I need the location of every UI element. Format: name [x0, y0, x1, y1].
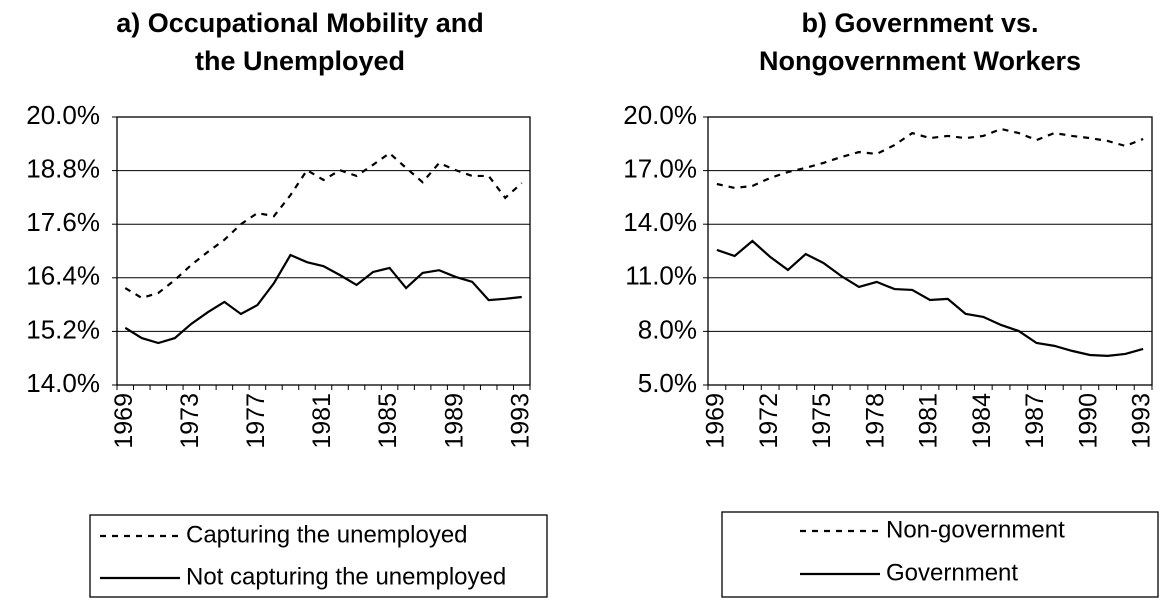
legend-label: Government [886, 559, 1018, 586]
y-tick-label: 20.0% [26, 100, 100, 130]
data-line [716, 239, 1144, 357]
x-tick-label: 1984 [968, 393, 996, 449]
y-tick-label: 11.0% [625, 261, 697, 291]
y-tick-label: 16.4% [26, 261, 100, 291]
x-tick-label: 1987 [1021, 393, 1049, 449]
legend-label: Capturing the unemployed [186, 521, 468, 548]
x-tick-label: 1972 [755, 393, 783, 449]
y-tick-label: 14.0% [26, 368, 100, 398]
x-tick-label: 1981 [915, 393, 943, 449]
x-tick-label: 1993 [1128, 393, 1156, 449]
legend-label: Not capturing the unemployed [186, 563, 506, 590]
plot-area [116, 116, 531, 386]
legend-box [89, 514, 548, 598]
y-tick-label: 17.0% [623, 153, 697, 183]
x-tick-label: 1975 [808, 393, 836, 449]
legend-label: Non-government [886, 516, 1065, 543]
data-line [124, 151, 523, 300]
x-tick-label: 1969 [701, 393, 729, 449]
y-tick-label: 15.2% [26, 314, 100, 344]
x-tick-label: 1969 [110, 393, 138, 449]
y-tick-label: 8.0% [638, 314, 697, 344]
chart-title: b) Government vs. Nongovernment Workers [758, 8, 1082, 76]
y-tick-label: 5.0% [638, 368, 697, 398]
x-tick-label: 1977 [242, 393, 270, 449]
y-tick-label: 18.8% [26, 153, 100, 183]
x-tick-label: 1985 [374, 393, 402, 449]
legend-box [721, 511, 1159, 598]
y-tick-label: 14.0% [623, 207, 697, 237]
x-tick-label: 1993 [506, 393, 534, 449]
x-tick-label: 1989 [440, 393, 468, 449]
y-tick-label: 20.0% [623, 100, 697, 130]
data-line [716, 127, 1144, 190]
chart-title: a) Occupational Mobility and the Unemplo… [116, 8, 484, 76]
x-tick-label: 1978 [861, 393, 889, 449]
data-line [124, 253, 522, 345]
plot-area [707, 116, 1153, 386]
x-tick-label: 1990 [1074, 393, 1102, 449]
x-tick-label: 1981 [308, 393, 336, 449]
x-tick-label: 1973 [176, 393, 204, 449]
y-tick-label: 17.6% [26, 207, 100, 237]
